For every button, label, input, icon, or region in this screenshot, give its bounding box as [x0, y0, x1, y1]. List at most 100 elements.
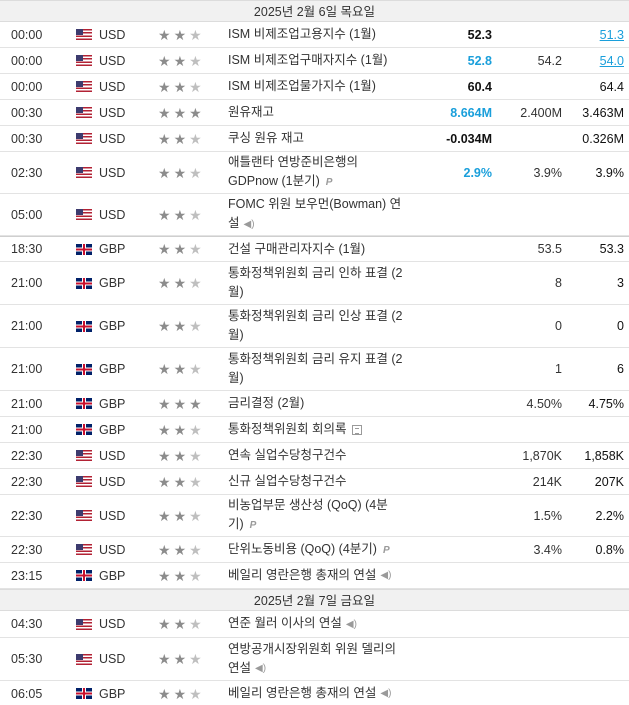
- event-name[interactable]: 통화정책위원회 금리 인하 표결 (2월): [228, 264, 410, 302]
- event-row[interactable]: 00:00 USD ★ ★ ★ ISM 비제조업구매자지수 (1월) 52.8 54.2 54.…: [0, 48, 629, 74]
- event-name[interactable]: 원유재고: [228, 103, 410, 122]
- event-row[interactable]: 18:30 GBP ★ ★ ★ 건설 구매관리자지수 (1월) 53.5 53.3: [0, 236, 629, 262]
- star-icon: ★: [158, 130, 171, 147]
- event-name[interactable]: 금리결정 (2월): [228, 394, 410, 413]
- star-icon: ★: [173, 78, 187, 95]
- importance-stars: ★ ★ ★: [138, 687, 228, 701]
- event-name[interactable]: 통화정책위원회 금리 인상 표결 (2월): [228, 307, 410, 345]
- uk-flag-icon: [76, 570, 92, 581]
- event-time: 00:30: [11, 105, 43, 120]
- event-time: 02:30: [11, 165, 43, 180]
- event-name[interactable]: 베일리 영란은행 총재의 연설 ◀): [228, 684, 410, 703]
- event-name-text[interactable]: 건설 구매관리자지수 (1월): [228, 241, 366, 256]
- event-name-text[interactable]: ISM 비제조업물가지수 (1월): [228, 79, 376, 93]
- importance-stars: ★ ★ ★: [138, 617, 228, 631]
- event-name-text[interactable]: 연준 월러 이사의 연설: [228, 616, 342, 631]
- event-row[interactable]: 00:00 USD ★ ★ ★ ISM 비제조업물가지수 (1월) 60.4 64.4: [0, 74, 629, 100]
- star-icon: ★: [158, 473, 171, 490]
- event-name[interactable]: 통화정책위원회 회의록: [228, 420, 410, 439]
- event-row[interactable]: 21:00 GBP ★ ★ ★ 금리결정 (2월) 4.50% 4.75%: [0, 391, 629, 417]
- event-row[interactable]: 00:30 USD ★ ★ ★ 원유재고 8.664M 2.400M 3.463M: [0, 100, 629, 126]
- event-row[interactable]: 02:30 USD ★ ★ ★ 애틀랜타 연방준비은행의 GDPnow (1분기) P 2.9…: [0, 152, 629, 194]
- event-name[interactable]: 쿠싱 원유 재고: [228, 129, 410, 148]
- forecast-value: 53.5: [537, 242, 562, 256]
- previous-value: 3.9%: [595, 165, 625, 180]
- event-name-text[interactable]: 금리결정 (2월): [228, 396, 305, 410]
- event-name-text[interactable]: 연방공개시장위원회 위원 델리의 연설: [228, 641, 396, 675]
- us-flag-icon: [76, 476, 92, 487]
- importance-stars: ★ ★ ★: [138, 276, 228, 290]
- event-name-text[interactable]: 통화정책위원회 금리 유지 표결 (2월): [228, 352, 403, 385]
- event-name-text[interactable]: ISM 비제조업고용지수 (1월): [228, 27, 376, 41]
- star-icon: ★: [173, 421, 187, 438]
- event-name[interactable]: 연준 월러 이사의 연설 ◀): [228, 614, 410, 633]
- event-name-text[interactable]: 통화정책위원회 회의록: [228, 422, 347, 436]
- currency-code: GBP: [99, 276, 126, 290]
- uk-flag-icon: [76, 243, 92, 255]
- star-icon: ★: [189, 685, 202, 702]
- event-time: 22:30: [11, 542, 43, 557]
- event-row[interactable]: 22:30 USD ★ ★ ★ 신규 실업수당청구건수 214K 207K: [0, 469, 629, 495]
- event-time: 21:00: [11, 362, 43, 376]
- event-name[interactable]: ISM 비제조업고용지수 (1월): [228, 25, 410, 44]
- actual-value: 8.664M: [450, 105, 492, 120]
- star-icon: ★: [158, 275, 171, 291]
- event-name[interactable]: 단위노동비용 (QoQ) (4분기) P: [228, 540, 410, 560]
- event-row[interactable]: 00:00 USD ★ ★ ★ ISM 비제조업고용지수 (1월) 52.3 51.3: [0, 22, 629, 48]
- event-time: 00:30: [11, 131, 43, 146]
- event-row[interactable]: 23:15 GBP ★ ★ ★ 베일리 영란은행 총재의 연설 ◀): [0, 563, 629, 589]
- event-name[interactable]: 신규 실업수당청구건수: [228, 472, 410, 491]
- importance-stars: ★ ★ ★: [138, 242, 228, 256]
- event-row[interactable]: 22:30 USD ★ ★ ★ 연속 실업수당청구건수 1,870K 1,858K: [0, 443, 629, 469]
- event-name-text[interactable]: 애틀랜타 연방준비은행의 GDPnow (1분기): [228, 155, 358, 188]
- event-row[interactable]: 05:00 USD ★ ★ ★ FOMC 위원 보우먼(Bowman) 연설 ◀): [0, 194, 629, 236]
- event-name-text[interactable]: ISM 비제조업구매자지수 (1월): [228, 53, 388, 67]
- event-name-text[interactable]: 쿠싱 원유 재고: [228, 131, 304, 145]
- event-name-text[interactable]: 원유재고: [228, 105, 275, 119]
- previous-value: 0.326M: [582, 131, 624, 146]
- event-row[interactable]: 05:30 USD ★ ★ ★ 연방공개시장위원회 위원 델리의 연설 ◀): [0, 638, 629, 681]
- event-name-text[interactable]: 비농업부문 생산성 (QoQ) (4분기): [228, 498, 388, 531]
- event-name[interactable]: 통화정책위원회 금리 유지 표결 (2월): [228, 350, 410, 388]
- day-header: 2025년 2월 7일 금요일: [0, 589, 629, 611]
- event-name[interactable]: 애틀랜타 연방준비은행의 GDPnow (1분기) P: [228, 153, 410, 192]
- star-icon: ★: [173, 651, 187, 667]
- star-icon: ★: [173, 206, 187, 223]
- event-row[interactable]: 21:00 GBP ★ ★ ★ 통화정책위원회 회의록: [0, 417, 629, 443]
- star-icon: ★: [158, 447, 171, 464]
- event-name-text[interactable]: FOMC 위원 보우먼(Bowman) 연설: [228, 197, 402, 231]
- event-row[interactable]: 22:30 USD ★ ★ ★ 단위노동비용 (QoQ) (4분기) P 3.4% 0.8%: [0, 537, 629, 563]
- event-name-text[interactable]: 단위노동비용 (QoQ) (4분기): [228, 541, 377, 556]
- event-name[interactable]: 비농업부문 생산성 (QoQ) (4분기) P: [228, 496, 410, 535]
- event-row[interactable]: 21:00 GBP ★ ★ ★ 통화정책위원회 금리 인상 표결 (2월) 0 0: [0, 305, 629, 348]
- previous-value[interactable]: 54.0: [599, 53, 624, 68]
- event-name[interactable]: 연방공개시장위원회 위원 델리의 연설 ◀): [228, 640, 410, 678]
- previous-value: 4.75%: [588, 396, 624, 411]
- event-row[interactable]: 04:30 USD ★ ★ ★ 연준 월러 이사의 연설 ◀): [0, 611, 629, 638]
- event-row[interactable]: 06:05 GBP ★ ★ ★ 베일리 영란은행 총재의 연설 ◀): [0, 681, 629, 705]
- star-icon: ★: [158, 206, 171, 223]
- event-name-text[interactable]: 신규 실업수당청구건수: [228, 474, 347, 488]
- event-name[interactable]: FOMC 위원 보우먼(Bowman) 연설 ◀): [228, 195, 410, 233]
- event-name[interactable]: ISM 비제조업물가지수 (1월): [228, 77, 410, 96]
- event-name-text[interactable]: 베일리 영란은행 총재의 연설: [228, 685, 377, 700]
- event-name[interactable]: 베일리 영란은행 총재의 연설 ◀): [228, 566, 410, 585]
- event-name-text[interactable]: 통화정책위원회 금리 인상 표결 (2월): [228, 309, 403, 342]
- event-row[interactable]: 21:00 GBP ★ ★ ★ 통화정책위원회 금리 유지 표결 (2월) 1 6: [0, 348, 629, 391]
- event-name[interactable]: ISM 비제조업구매자지수 (1월): [228, 51, 410, 70]
- event-name-text[interactable]: 베일리 영란은행 총재의 연설: [228, 567, 377, 582]
- previous-value: 207K: [594, 474, 624, 489]
- uk-flag-icon: [76, 688, 92, 699]
- event-row[interactable]: 21:00 GBP ★ ★ ★ 통화정책위원회 금리 인하 표결 (2월) 8 3: [0, 262, 629, 305]
- event-name-text[interactable]: 연속 실업수당청구건수: [228, 448, 347, 462]
- event-row[interactable]: 22:30 USD ★ ★ ★ 비농업부문 생산성 (QoQ) (4분기) P 1.5% 2.2…: [0, 495, 629, 537]
- previous-value: 3: [617, 276, 624, 290]
- event-row[interactable]: 00:30 USD ★ ★ ★ 쿠싱 원유 재고 -0.034M 0.326M: [0, 126, 629, 152]
- previous-value[interactable]: 51.3: [599, 27, 624, 42]
- us-flag-icon: [76, 450, 92, 461]
- star-icon: ★: [173, 447, 187, 464]
- star-icon: ★: [173, 275, 187, 291]
- event-name[interactable]: 건설 구매관리자지수 (1월): [228, 240, 410, 259]
- event-name-text[interactable]: 통화정책위원회 금리 인하 표결 (2월): [228, 266, 403, 299]
- event-name[interactable]: 연속 실업수당청구건수: [228, 446, 410, 465]
